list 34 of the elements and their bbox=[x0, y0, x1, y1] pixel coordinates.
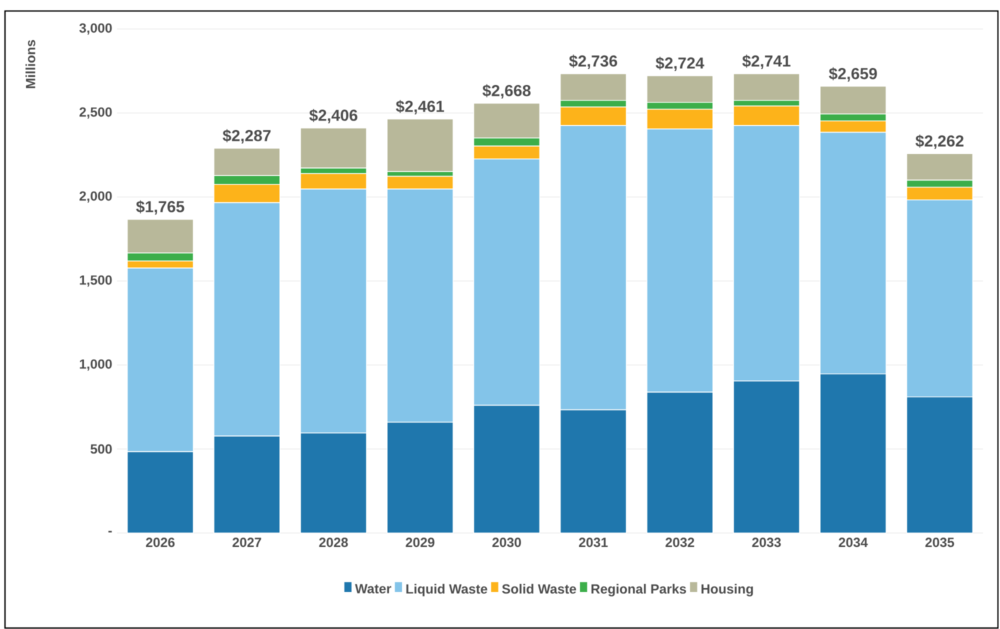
x-tick-label: 2027 bbox=[232, 538, 262, 548]
legend-label: Housing bbox=[702, 584, 753, 596]
annotation: $2,736 bbox=[569, 54, 618, 69]
x-tick-label: 2026 bbox=[146, 538, 175, 548]
annotation: $2,668 bbox=[482, 84, 531, 99]
annotation: $2,461 bbox=[396, 100, 444, 114]
y-tick-label: 1,000 bbox=[80, 359, 112, 371]
annotation: $1,765 bbox=[136, 200, 184, 215]
legend-label: Solid Waste bbox=[502, 584, 576, 594]
legend-label: Water bbox=[355, 584, 392, 594]
x-tick-label: 2032 bbox=[666, 538, 694, 548]
x-tick-label: 2033 bbox=[752, 538, 781, 548]
x-tick-label: 2030 bbox=[492, 538, 521, 548]
annotation: $2,287 bbox=[222, 129, 271, 144]
legend-label: Regional Parks bbox=[592, 584, 686, 596]
y-axis-title: Millions bbox=[26, 40, 36, 88]
annotation: $2,724 bbox=[656, 56, 704, 71]
annotation: $2,659 bbox=[828, 67, 877, 82]
y-tick-label: 2,000 bbox=[80, 191, 112, 203]
y-tick-label: 3,000 bbox=[79, 23, 112, 35]
bar bbox=[386, 118, 454, 172]
annotation: $2,262 bbox=[916, 134, 964, 149]
x-tick-label: 2035 bbox=[925, 538, 954, 548]
x-tick-label: 2029 bbox=[406, 538, 434, 548]
annotation: $2,406 bbox=[309, 108, 358, 124]
y-tick-label: 500 bbox=[90, 444, 112, 454]
y-tick-label: 2,500 bbox=[80, 107, 112, 119]
y-tick-label: 1,500 bbox=[80, 275, 112, 287]
legend-label: Liquid Waste bbox=[406, 584, 488, 596]
annotation: $2,741 bbox=[742, 54, 790, 69]
x-tick-label: 2031 bbox=[578, 538, 608, 548]
x-tick-label: 2028 bbox=[319, 538, 348, 548]
y-tick-label: - bbox=[108, 530, 112, 532]
x-tick-label: 2034 bbox=[838, 538, 868, 548]
